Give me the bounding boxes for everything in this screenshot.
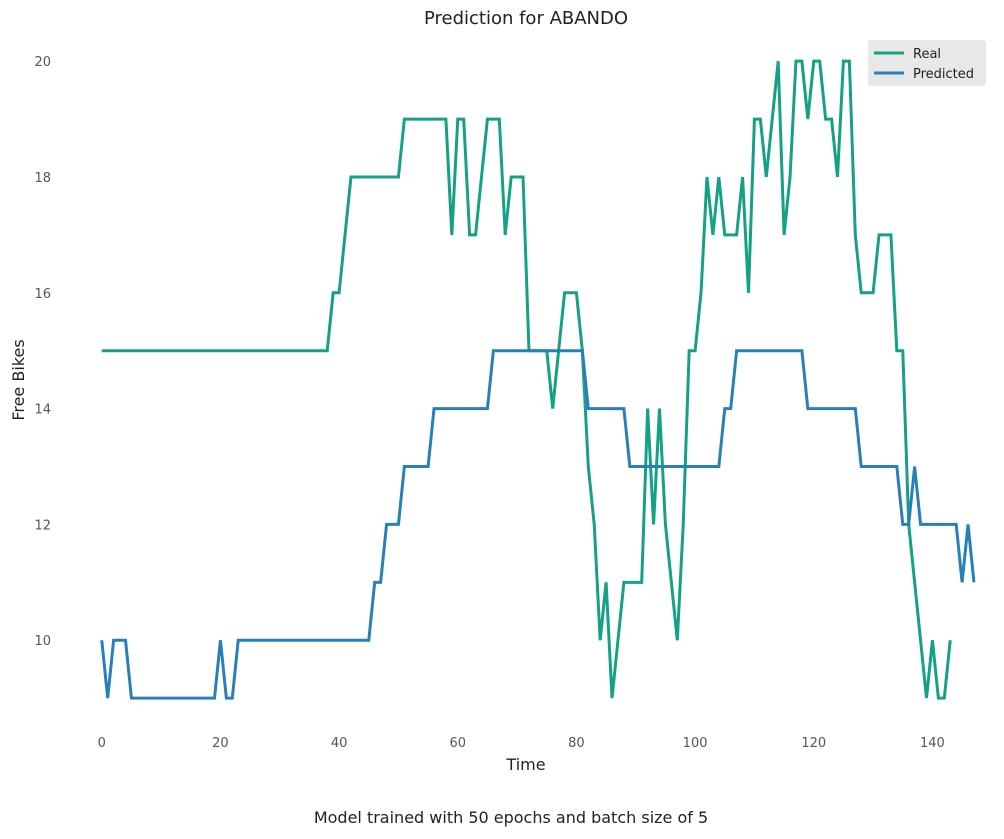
legend-label: Real [913, 47, 941, 62]
y-axis-label: Free Bikes [9, 339, 28, 420]
chart-title: Prediction for ABANDO [424, 8, 628, 29]
y-tick-label: 16 [34, 287, 51, 302]
x-tick-label: 60 [449, 736, 466, 751]
y-tick-label: 18 [34, 171, 51, 186]
x-tick-label: 120 [801, 736, 826, 751]
legend: Real Predicted [868, 40, 986, 86]
x-axis-label: Time [505, 755, 545, 774]
series-line-real [101, 59, 952, 700]
caption: Model trained with 50 epochs and batch s… [313, 808, 709, 827]
x-tick-label: 0 [98, 736, 106, 751]
series-lines [100, 59, 976, 700]
x-tick-label: 140 [920, 736, 945, 751]
y-tick-label: 12 [34, 518, 51, 533]
legend-label: Predicted [913, 67, 974, 82]
x-tick-label: 100 [683, 736, 708, 751]
axis-ticks: 0 20 40 60 80 100 120 140 10 12 14 16 18 20 [34, 55, 944, 751]
y-tick-label: 10 [34, 634, 51, 649]
x-tick-label: 80 [568, 736, 585, 751]
series-line-predicted [100, 349, 976, 700]
y-tick-label: 14 [34, 403, 51, 418]
x-tick-label: 40 [331, 736, 348, 751]
x-tick-label: 20 [212, 736, 229, 751]
y-tick-label: 20 [34, 55, 51, 70]
